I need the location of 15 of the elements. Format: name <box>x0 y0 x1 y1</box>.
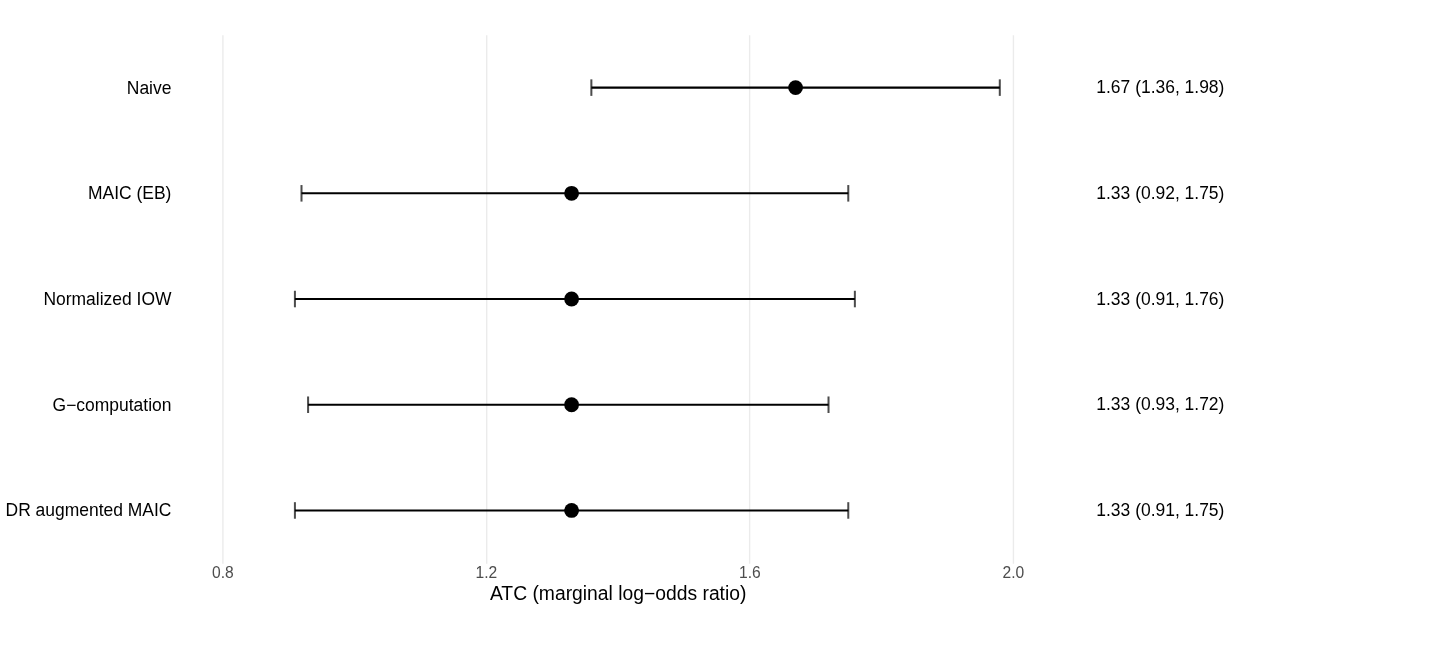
data-label: 1.67 (1.36, 1.98) <box>1096 77 1225 98</box>
y-tick-label: MAIC (EB) <box>88 183 172 204</box>
x-tick-label: 1.2 <box>475 563 498 581</box>
y-tick-label: G−computation <box>52 394 172 415</box>
y-tick-label: Naive <box>126 77 172 98</box>
x-axis-title: ATC (marginal log−odds ratio) <box>489 582 747 604</box>
x-tick-label: 0.8 <box>212 563 234 581</box>
data-label: 1.33 (0.91, 1.75) <box>1096 499 1225 520</box>
data-label: 1.33 (0.92, 1.75) <box>1096 182 1225 203</box>
x-tick-label: 2.0 <box>1002 563 1025 581</box>
data-label: 1.33 (0.93, 1.72) <box>1096 394 1225 415</box>
y-tick-label: Normalized IOW <box>43 289 172 310</box>
data-label: 1.33 (0.91, 1.76) <box>1096 288 1225 309</box>
y-tick-label: DR augmented MAIC <box>5 500 172 521</box>
x-tick-label: 1.6 <box>739 563 761 581</box>
